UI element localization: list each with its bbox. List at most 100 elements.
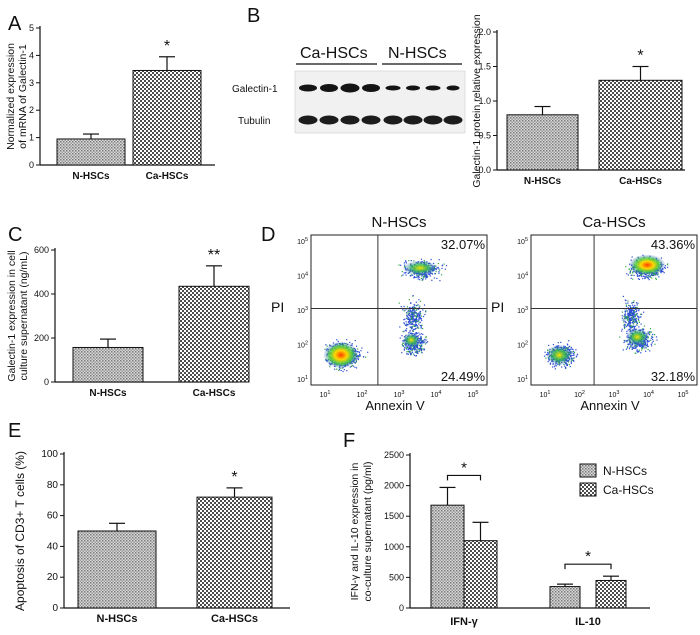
- flow-event-dot: [634, 318, 637, 321]
- flow-event-dot: [418, 319, 420, 321]
- flow-event-dot: [421, 348, 423, 350]
- flow-event-dot: [405, 261, 407, 263]
- flow-event-dot: [399, 337, 401, 339]
- flow-event-dot: [630, 311, 632, 314]
- flow-event-dot: [402, 331, 404, 333]
- flow-event-dot: [652, 338, 654, 341]
- bar: [77, 530, 157, 609]
- flow-event-dot: [404, 260, 407, 262]
- flow-event-dot: [413, 349, 416, 351]
- y-tick-label: 105: [297, 237, 308, 246]
- flow-event-dot: [638, 308, 640, 311]
- flow-event-dot: [406, 346, 409, 349]
- flow-event-dot: [414, 311, 416, 313]
- flow-event-dot: [638, 320, 640, 322]
- lower-right-percentage: 24.49%: [441, 369, 486, 384]
- flow-event-dot: [412, 313, 414, 315]
- bar: [598, 79, 683, 171]
- flow-event-dot: [408, 312, 411, 315]
- flow-event-dot: [645, 344, 647, 346]
- flow-event-dot: [627, 274, 629, 276]
- flow-event-dot: [629, 306, 632, 309]
- flow-event-dot: [413, 347, 415, 349]
- flow-event-dot: [403, 262, 405, 264]
- flow-event-dot: [638, 326, 640, 328]
- flow-event-dot: [411, 350, 413, 352]
- flow-event-dot: [407, 322, 409, 324]
- flow-event-dot: [636, 312, 638, 315]
- x-tick-label: N-HSCs: [89, 388, 127, 399]
- flow-event-dot: [417, 304, 419, 306]
- flow-event-dot: [631, 313, 633, 316]
- flow-event-dot: [628, 328, 631, 331]
- flow-event-dot: [573, 357, 575, 359]
- flow-event-dot: [402, 309, 404, 311]
- flow-event-dot: [405, 321, 407, 323]
- flow-event-dot: [554, 368, 557, 370]
- flow-event-dot: [635, 319, 637, 321]
- flow-event-dot: [419, 310, 422, 313]
- flow-event-dot: [632, 314, 634, 317]
- x-tick-label: 103: [394, 390, 405, 399]
- y-tick-label: 101: [297, 375, 308, 384]
- flow-event-dot: [647, 333, 649, 335]
- flow-event-dot: [411, 317, 413, 320]
- flow-event-dot: [405, 274, 407, 276]
- flow-event-dot: [411, 351, 414, 353]
- flow-event-dot: [634, 325, 636, 327]
- flow-event-dot: [410, 353, 412, 356]
- flow-event-dot: [409, 306, 411, 309]
- panel-letter: A: [8, 13, 22, 35]
- flow-event-dot: [629, 305, 632, 307]
- flow-event-dot: [334, 368, 336, 370]
- flow-event-dot: [409, 321, 411, 323]
- flow-event-dot: [629, 271, 631, 273]
- flow-event-dot: [632, 278, 634, 280]
- flow-event-dot: [410, 274, 412, 276]
- y-axis-label: Galectin-1 protein relative expression: [471, 14, 483, 187]
- flow-event-dot: [416, 276, 418, 278]
- flow-event-dot: [626, 316, 628, 318]
- flow-event-dot: [631, 311, 633, 313]
- flow-event-dot: [416, 313, 418, 315]
- flow-event-dot: [627, 304, 630, 307]
- flow-event-dot: [407, 353, 410, 355]
- bar: [178, 285, 250, 383]
- flow-event-dot: [632, 325, 634, 328]
- bar: [196, 496, 273, 609]
- flow-event-dot: [359, 353, 361, 356]
- flow-event-dot: [635, 321, 637, 323]
- flow-event-dot: [407, 310, 409, 312]
- flow-event-dot: [414, 312, 416, 314]
- significance-marker: *: [637, 48, 643, 65]
- flow-event-dot: [625, 318, 627, 320]
- flow-event-dot: [410, 315, 413, 317]
- flow-event-dot: [645, 350, 647, 352]
- flow-event-dot: [359, 355, 361, 357]
- flow-event-dot: [409, 352, 411, 354]
- flow-event-dot: [631, 307, 633, 309]
- flow-event-dot: [407, 318, 410, 321]
- flow-event-dot: [410, 318, 412, 320]
- flow-event-dot: [419, 348, 421, 350]
- x-tick-label: Ca-HSCs: [193, 388, 236, 399]
- blot-band: [385, 85, 401, 91]
- flow-event-dot: [398, 264, 400, 266]
- flow-event-dot: [437, 262, 439, 265]
- flow-event-dot: [656, 339, 658, 341]
- flow-event-dot: [626, 314, 629, 316]
- flow-event-dot: [642, 345, 644, 347]
- flow-event-dot: [549, 362, 552, 364]
- bar: [595, 579, 627, 609]
- flow-event-dot: [426, 342, 428, 344]
- flow-event-dot: [439, 269, 441, 271]
- flow-event-dot: [643, 325, 646, 327]
- flow-event-dot: [566, 343, 569, 345]
- flow-event-dot: [417, 344, 419, 346]
- flow-event-dot: [326, 345, 328, 347]
- flow-event-dot: [552, 343, 555, 346]
- flow-event-dot: [415, 319, 418, 322]
- y-tick-label: 103: [297, 306, 308, 315]
- flow-event-dot: [431, 273, 434, 275]
- density-region: [625, 328, 649, 346]
